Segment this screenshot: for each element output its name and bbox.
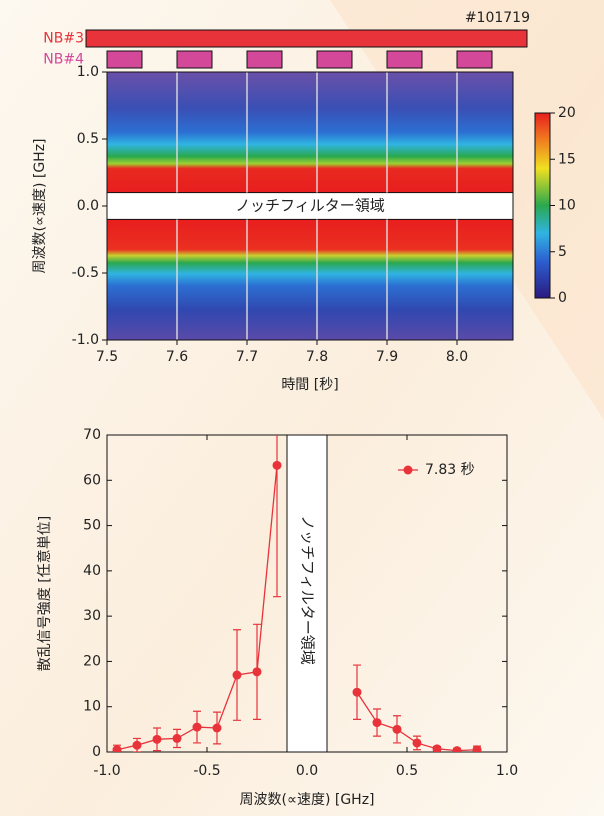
- notch-region: [286, 434, 328, 753]
- x-tick-label: -1.0: [93, 763, 120, 779]
- y-tick-label: 70: [83, 427, 101, 443]
- x-tick-label: 0.0: [296, 763, 318, 779]
- axes-frame: [106, 434, 508, 753]
- y-tick-label: 60: [83, 472, 101, 488]
- spectrogram-lower: [107, 219, 513, 340]
- data-point: [152, 734, 162, 744]
- data-point: [172, 733, 182, 743]
- beam-label: NB#3: [43, 31, 84, 47]
- beam-interval: [85, 29, 528, 48]
- legend-label: 7.83 秒: [425, 462, 475, 478]
- y-tick-label: 1.0: [77, 64, 99, 80]
- y-tick-label: -0.5: [72, 265, 99, 281]
- colorbar-tick-label: 15: [558, 151, 576, 167]
- x-tick-label: 7.9: [376, 349, 398, 365]
- notch-label: ノッチフィルター領域: [299, 515, 317, 664]
- y-tick-label: 50: [83, 518, 101, 534]
- data-point: [452, 746, 462, 752]
- data-point: [212, 723, 222, 733]
- beam-interval: [456, 50, 493, 69]
- colorbar-tick-label: 20: [558, 105, 576, 121]
- x-tick-label: 8.0: [446, 349, 468, 365]
- notch-label: ノッチフィルター領域: [235, 197, 384, 215]
- data-point: [252, 667, 262, 677]
- beam-label: NB#4: [43, 52, 84, 68]
- y-tick-label: -1.0: [72, 332, 99, 348]
- spectrum-chart: 0 10 20 30 40 50 60 70 -1.0 -0.5 0.0 0.5 1.0 ノッチフィルター…: [36, 427, 518, 808]
- y-tick-label: 0.0: [77, 198, 99, 214]
- y-tick-label: 0: [92, 744, 101, 760]
- y-tick-label: 10: [83, 699, 101, 715]
- data-point: [272, 460, 282, 470]
- data-point: [132, 740, 142, 750]
- data-point: [372, 718, 382, 728]
- plot-area: [112, 435, 482, 752]
- beam-interval: [386, 50, 423, 69]
- data-point: [412, 738, 422, 748]
- y-tick-label: 30: [83, 608, 101, 624]
- shot-number: #101719: [465, 10, 530, 26]
- colorbar-tick-label: 5: [558, 244, 567, 260]
- data-point: [352, 687, 362, 697]
- x-tick-label: 7.5: [96, 349, 118, 365]
- x-axis-label: 時間 [秒]: [281, 377, 338, 393]
- y-axis-label: 周波数(∝速度) [GHz]: [32, 138, 48, 273]
- x-axis-label: 周波数(∝速度) [GHz]: [239, 792, 374, 808]
- data-point: [192, 722, 202, 732]
- legend-marker: [403, 465, 413, 475]
- y-axis-label: 散乱信号強度 [任意単位]: [36, 516, 53, 671]
- x-tick-label: -0.5: [193, 763, 220, 779]
- data-point: [392, 724, 402, 734]
- spectrogram-upper: [107, 72, 513, 193]
- data-point: [112, 745, 122, 752]
- spectrogram-chart: ノッチフィルター領域 NB#3 NB#4 #101719 -1.0 -0.5 0.0 0.5 1…: [32, 10, 576, 393]
- y-tick-label: 40: [83, 563, 101, 579]
- colorbar-tick-label: 0: [558, 290, 567, 306]
- data-point: [232, 670, 242, 680]
- data-point: [472, 745, 482, 752]
- y-tick-label: 0.5: [77, 131, 99, 147]
- beam-interval: [176, 50, 213, 69]
- beam-interval: [106, 50, 143, 69]
- x-tick-label: 0.5: [396, 763, 418, 779]
- data-point: [432, 744, 442, 752]
- x-tick-label: 7.6: [166, 349, 188, 365]
- colorbar: [534, 112, 551, 299]
- beam-interval: [316, 50, 353, 69]
- x-tick-label: 7.7: [236, 349, 258, 365]
- x-tick-label: 1.0: [496, 763, 518, 779]
- y-tick-label: 20: [83, 653, 101, 669]
- beam-interval: [246, 50, 283, 69]
- x-tick-label: 7.8: [306, 349, 328, 365]
- colorbar-tick-label: 10: [558, 198, 576, 214]
